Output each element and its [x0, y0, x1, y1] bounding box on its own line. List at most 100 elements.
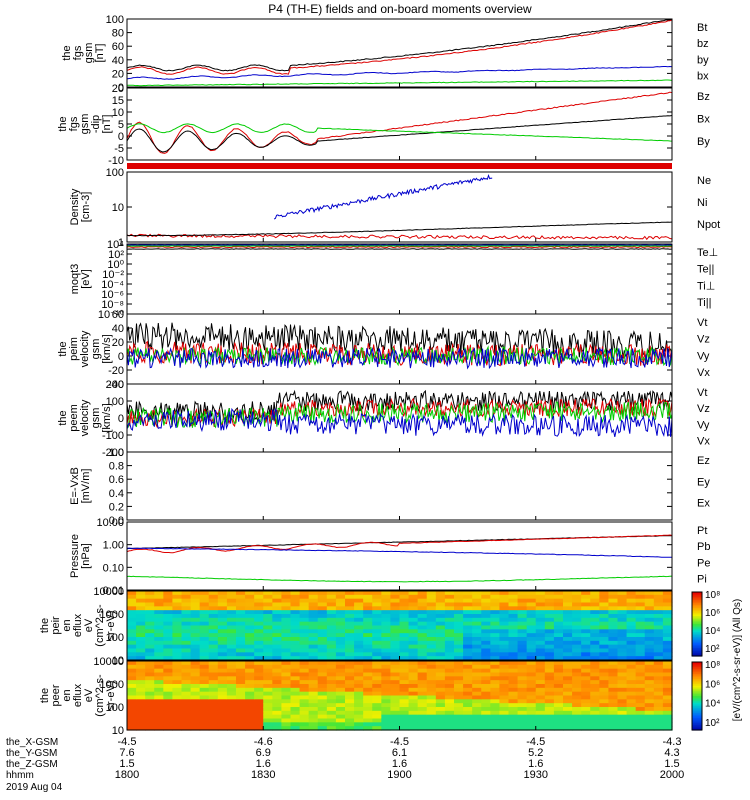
heatmap-cell [226, 602, 237, 607]
heatmap-cell [290, 652, 301, 657]
heatmap-cell [517, 614, 528, 619]
heatmap-cell [508, 714, 519, 720]
heatmap-cell [281, 594, 292, 600]
heatmap-cell [662, 640, 673, 646]
heatmap-cell [499, 606, 510, 611]
heatmap-cell [299, 633, 310, 638]
heatmap-cell [317, 687, 328, 693]
heatmap-cell [417, 629, 428, 634]
heatmap-cell [145, 680, 155, 685]
heatmap-cell [263, 714, 273, 720]
heatmap-cell [308, 714, 319, 720]
heatmap-cell [435, 625, 446, 630]
heatmap-cell [463, 598, 473, 604]
heatmap-cell [435, 691, 446, 697]
heatmap-cell [626, 668, 637, 674]
heatmap-cell [481, 664, 491, 670]
heatmap-cell [190, 710, 201, 716]
heatmap-cell [662, 680, 673, 685]
heatmap-cell [127, 629, 137, 634]
heatmap-cell [526, 594, 537, 600]
heatmap-cell [208, 633, 219, 638]
heatmap-cell [272, 684, 283, 689]
heatmap-cell [590, 687, 600, 693]
heatmap-cell [154, 633, 164, 638]
heatmap-cell [308, 598, 319, 604]
heatmap-cell [572, 614, 582, 619]
heatmap-cell [254, 707, 264, 712]
heatmap-cell [544, 602, 555, 607]
ylabel-line: Density [69, 188, 81, 225]
heatmap-cell [390, 617, 401, 623]
heatmap-cell [181, 664, 192, 670]
heatmap-cell [127, 687, 137, 693]
ylabel-line: (cm^2-s- [94, 604, 106, 647]
ytick-label: 0 [118, 351, 124, 363]
heatmap-cell [272, 602, 283, 607]
heatmap-cell [245, 617, 255, 623]
heatmap-cell [490, 637, 501, 642]
ephem-label: the_X-GSM [6, 737, 58, 748]
heatmap-cell [544, 699, 555, 704]
heatmap-cell [544, 684, 555, 689]
heatmap-cell [653, 676, 664, 681]
heatmap-cell [563, 625, 573, 630]
heatmap-cell [145, 625, 155, 630]
heatmap-cell [617, 680, 628, 685]
heatmap-cell [217, 614, 228, 619]
legend-Pi: Pi [697, 574, 707, 586]
heatmap-cell [208, 672, 219, 677]
heatmap-cell [372, 610, 382, 615]
heatmap-cell [154, 703, 164, 708]
heatmap-cell [426, 707, 437, 712]
heatmap-cell [544, 598, 555, 604]
heatmap-cell [653, 640, 664, 646]
heatmap-cell [154, 718, 164, 723]
heatmap-cell [544, 703, 555, 708]
heatmap-cell [599, 661, 610, 666]
heatmap-cell [399, 625, 410, 630]
heatmap-cell [181, 684, 192, 689]
ylabel-line: the [57, 116, 69, 131]
ylabel-line: peem [68, 404, 80, 432]
heatmap-cell [454, 625, 464, 630]
heatmap-cell [644, 703, 655, 708]
heatmap-cell [281, 640, 292, 646]
heatmap-cell [217, 598, 228, 604]
heatmap-cell [581, 664, 591, 670]
heatmap-cell [390, 621, 401, 627]
heatmap-cell [581, 614, 591, 619]
heatmap-cell [136, 684, 146, 689]
heatmap-cell [553, 610, 564, 615]
heatmap-cell [263, 606, 273, 611]
heatmap-cell [381, 644, 392, 650]
heatmap-cell [454, 691, 464, 697]
heatmap-cell [463, 606, 473, 611]
heatmap-cell [581, 668, 591, 674]
colorbar-tick: 10⁴ [705, 699, 720, 710]
heatmap-cell [381, 718, 392, 723]
heatmap-cell [254, 640, 264, 646]
heatmap-cell [363, 680, 373, 685]
heatmap-cell [290, 664, 301, 670]
heatmap-cell [254, 722, 264, 727]
heatmap-cell [553, 648, 564, 653]
heatmap-cell [590, 676, 600, 681]
heatmap-cell [190, 695, 201, 700]
heatmap-cell [653, 661, 664, 666]
heatmap-cell [490, 672, 501, 677]
heatmap-cell [226, 668, 237, 674]
heatmap-cell [199, 664, 210, 670]
heatmap-cell [290, 629, 301, 634]
heatmap-cell [345, 680, 355, 685]
heatmap-cell [553, 707, 564, 712]
heatmap-cell [299, 703, 310, 708]
heatmap-cell [172, 707, 183, 712]
heatmap-cell [281, 726, 292, 731]
colorbar-cell [692, 723, 702, 726]
heatmap-cell [372, 718, 382, 723]
heatmap-cell [172, 625, 183, 630]
heatmap-cell [553, 602, 564, 607]
heatmap-cell [626, 714, 637, 720]
